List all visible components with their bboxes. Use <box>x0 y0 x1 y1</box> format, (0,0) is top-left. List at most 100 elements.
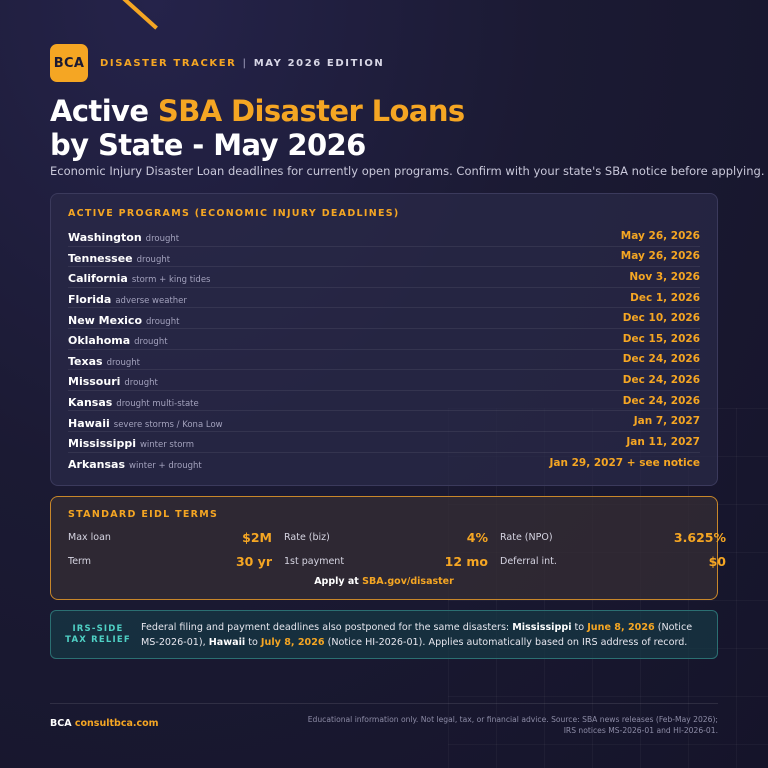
program-note: drought multi-state <box>116 399 199 410</box>
program-deadline: Jan 7, 2027 <box>633 415 700 428</box>
program-state: Mississippi <box>68 437 136 451</box>
term-value: 12 mo <box>444 553 488 569</box>
program-row: Mississippi winter storm Jan 11, 2027 <box>68 432 700 453</box>
program-state: Kansas <box>68 396 113 410</box>
term-cell: Term 30 yr <box>68 552 272 570</box>
footer-disclaimer: Educational information only. Not legal,… <box>288 714 718 736</box>
program-deadline: Jan 29, 2027 + see notice <box>549 456 700 469</box>
relief-tag: IRS-SIDE TAX RELIEF <box>65 624 131 646</box>
edition-label: MAY 2026 EDITION <box>253 57 385 69</box>
term-label: Rate (NPO) <box>500 531 553 543</box>
disclaimer-line1: Educational information only. Not legal,… <box>307 715 718 724</box>
apply-link[interactable]: SBA.gov/disaster <box>362 576 454 587</box>
program-row: Hawaii severe storms / Kona Low Jan 7, 202… <box>68 411 700 432</box>
program-deadline: May 26, 2026 <box>620 250 700 263</box>
term-value: 3.625% <box>673 529 726 545</box>
program-state-group: Oklahoma drought <box>68 329 168 348</box>
program-row: Florida adverse weather Dec 1, 2026 <box>68 288 700 309</box>
header-separator: | <box>242 57 248 69</box>
program-note: drought <box>106 357 140 368</box>
relief-notice-1: (Notice MS-2026-01), <box>141 621 693 648</box>
relief-state-1: Mississippi <box>512 621 572 633</box>
footer-brand-name: BCA <box>50 718 72 729</box>
program-list: Washington drought May 26, 2026 Tennessee dr… <box>68 226 700 473</box>
program-state-group: Hawaii severe storms / Kona Low <box>68 412 223 431</box>
program-state-group: New Mexico drought <box>68 309 179 328</box>
program-note: drought <box>146 316 180 327</box>
program-state: California <box>68 272 128 286</box>
program-note: drought <box>136 254 171 265</box>
term-label: Max loan <box>68 531 111 543</box>
title-accent: SBA Disaster Loans <box>157 94 465 128</box>
term-cell: Deferral int. $0 <box>500 552 726 570</box>
title-plain: Active <box>50 94 158 128</box>
program-deadline: Dec 24, 2026 <box>622 353 700 366</box>
program-note: drought <box>134 337 168 348</box>
program-deadline: Dec 10, 2026 <box>622 312 700 325</box>
brand-label: DISASTER TRACKER <box>100 57 237 69</box>
relief-tag-line2: TAX RELIEF <box>65 634 131 645</box>
title-line2: by State - May 2026 <box>50 128 366 162</box>
program-state-group: Mississippi winter storm <box>68 432 194 451</box>
relief-state-2: Hawaii <box>208 636 246 648</box>
program-row: Arkansas winter + drought Jan 29, 2027 + s… <box>68 453 700 474</box>
footer-brand: BCA consultbca.com <box>50 718 159 729</box>
program-note: drought <box>145 234 180 245</box>
disclaimer-line2: IRS notices MS-2026-01 and HI-2026-01. <box>563 726 718 735</box>
program-row: Washington drought May 26, 2026 <box>68 226 700 247</box>
footer-site-link[interactable]: consultbca.com <box>74 718 159 729</box>
program-state: Florida <box>68 293 112 307</box>
program-state: Arkansas <box>68 458 126 472</box>
program-state-group: Tennessee drought <box>68 247 170 266</box>
relief-text: Federal filing and payment deadlines als… <box>141 620 703 650</box>
footer-divider <box>50 703 718 704</box>
term-value: $2M <box>242 529 272 545</box>
relief-date-2: July 8, 2026 <box>260 636 325 648</box>
bca-logo: BCA <box>50 44 88 82</box>
term-label: Deferral int. <box>500 555 557 567</box>
program-state: Oklahoma <box>68 334 131 348</box>
term-cell: 1st payment 12 mo <box>284 552 488 570</box>
program-state: Texas <box>68 354 103 368</box>
eidl-terms-card: STANDARD EIDL TERMS Max loan $2M Rate (biz… <box>50 496 726 600</box>
relief-tag-line1: IRS-SIDE <box>72 623 124 634</box>
apply-line: Apply at SBA.gov/disaster <box>68 576 700 587</box>
program-row: New Mexico drought Dec 10, 2026 <box>68 308 700 329</box>
program-state-group: Washington drought <box>68 226 179 245</box>
page-title: Active SBA Disaster Loans by State - May… <box>50 94 465 162</box>
program-state-group: Texas drought <box>68 350 140 369</box>
program-deadline: Dec 15, 2026 <box>622 332 700 345</box>
program-state: New Mexico <box>68 313 143 327</box>
program-row: Texas drought Dec 24, 2026 <box>68 350 700 371</box>
program-deadline: Dec 1, 2026 <box>630 291 700 304</box>
program-state-group: Missouri drought <box>68 370 158 389</box>
program-state: Hawaii <box>68 416 110 430</box>
program-deadline: Dec 24, 2026 <box>622 373 700 386</box>
program-note: adverse weather <box>115 296 187 307</box>
program-state-group: Arkansas winter + drought <box>68 453 202 472</box>
active-programs-card: ACTIVE PROGRAMS (ECONOMIC INJURY DEADLIN… <box>50 193 718 486</box>
program-state-group: Florida adverse weather <box>68 288 187 307</box>
term-value: 4% <box>466 529 488 545</box>
relief-to-1: to <box>571 621 588 633</box>
term-label: Rate (biz) <box>284 531 330 543</box>
relief-date-1: June 8, 2026 <box>587 621 655 633</box>
program-note: severe storms / Kona Low <box>113 419 223 430</box>
program-deadline: Nov 3, 2026 <box>629 270 700 283</box>
program-state: Missouri <box>68 375 121 389</box>
program-deadline: May 26, 2026 <box>620 229 700 242</box>
program-row: Missouri drought Dec 24, 2026 <box>68 370 700 391</box>
program-row: Oklahoma drought Dec 15, 2026 <box>68 329 700 350</box>
programs-heading: ACTIVE PROGRAMS (ECONOMIC INJURY DEADLIN… <box>68 208 400 219</box>
terms-heading: STANDARD EIDL TERMS <box>68 509 219 520</box>
program-row: Kansas drought multi-state Dec 24, 2026 <box>68 391 700 412</box>
term-value: 30 yr <box>235 553 272 569</box>
term-cell: Rate (biz) 4% <box>284 528 488 546</box>
terms-grid: Max loan $2M Rate (biz) 4% Rate (NPO) 3.625% T… <box>68 528 726 570</box>
relief-notice-2: (Notice HI-2026-01). Applies automatical… <box>324 636 688 648</box>
irs-tax-relief-banner: IRS-SIDE TAX RELIEF Federal filing and p… <box>50 610 718 659</box>
apply-prefix: Apply at <box>314 576 363 587</box>
program-note: storm + king tides <box>131 275 211 286</box>
term-label: 1st payment <box>284 555 345 567</box>
term-label: Term <box>68 555 92 567</box>
